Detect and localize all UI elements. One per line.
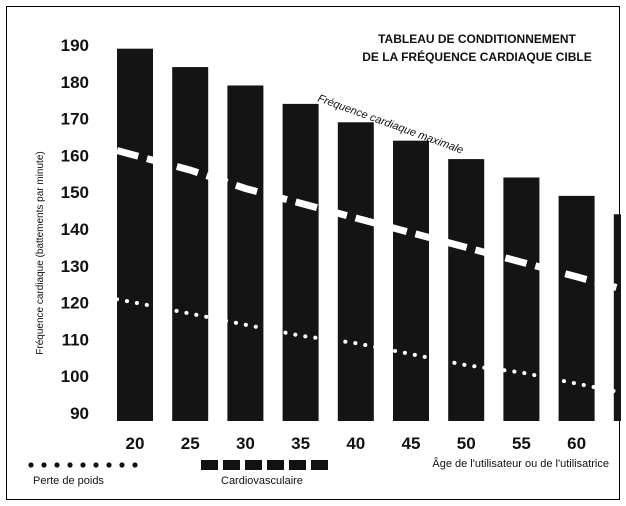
- legend-dash-marker: [201, 460, 218, 470]
- y-tick-label: 90: [70, 404, 89, 423]
- bar: [117, 48, 153, 422]
- x-tick-label: 30: [236, 434, 255, 453]
- legend-dot-marker: [119, 462, 125, 468]
- bars: [117, 48, 621, 422]
- legend-dot-marker: [28, 462, 34, 468]
- y-axis-label: Fréquence cardiaque (battements par minu…: [35, 151, 46, 354]
- chart-frame: TABLEAU DE CONDITIONNEMENT DE LA FRÉQUENC…: [6, 6, 621, 500]
- chart-title: TABLEAU DE CONDITIONNEMENT DE LA FRÉQUENC…: [362, 32, 592, 64]
- chart-title-line: TABLEAU DE CONDITIONNEMENT: [378, 32, 576, 46]
- x-tick-label: 20: [126, 434, 145, 453]
- bar: [337, 122, 374, 421]
- x-tick-label: 35: [291, 434, 310, 453]
- bar: [558, 195, 595, 421]
- legend-dot-marker: [80, 462, 86, 468]
- series-lines: [115, 147, 621, 395]
- y-tick-label: 120: [61, 294, 89, 313]
- x-tick-label: 40: [346, 434, 365, 453]
- series-line-weight-loss: [115, 297, 621, 395]
- y-tick-label: 130: [61, 257, 89, 276]
- bar: [448, 159, 485, 421]
- y-tick-label: 190: [61, 36, 89, 55]
- x-axis-ticks: 20253035404550556065: [126, 434, 587, 453]
- y-axis-ticks: 90 100 110 120 130 140 150 160 170 180 190: [61, 36, 89, 423]
- bar: [613, 214, 621, 421]
- chart-canvas: TABLEAU DE CONDITIONNEMENT DE LA FRÉQUENC…: [28, 32, 621, 470]
- y-tick-label: 170: [61, 110, 89, 129]
- legend-dash-marker: [223, 460, 240, 470]
- legend-dash-marker: [311, 460, 328, 470]
- x-axis-label: Âge de l'utilisateur ou de l'utilisatric…: [432, 457, 609, 470]
- y-tick-label: 180: [61, 73, 89, 92]
- bar: [227, 85, 264, 421]
- x-tick-label: 45: [402, 434, 421, 453]
- y-tick-label: 150: [61, 183, 89, 202]
- bar: [393, 140, 429, 421]
- legend-dot-marker: [41, 462, 47, 468]
- legend-dot-marker: [54, 462, 60, 468]
- bar: [503, 177, 540, 421]
- x-tick-label: 60: [567, 434, 586, 453]
- y-tick-label: 140: [61, 220, 89, 239]
- chart-title-line: DE LA FRÉQUENCE CARDIAQUE CIBLE: [362, 49, 592, 64]
- legend-dot-marker: [132, 462, 138, 468]
- legend: [28, 460, 328, 470]
- series-line-cardio: [116, 147, 621, 293]
- legend-weight-loss-label: Perte de poids: [33, 475, 104, 487]
- legend-dash-marker: [289, 460, 306, 470]
- x-tick-label: 50: [457, 434, 476, 453]
- bar: [282, 103, 319, 421]
- bar: [172, 67, 209, 421]
- x-tick-label: 55: [512, 434, 531, 453]
- legend-cardio-label: Cardiovasculaire: [221, 475, 303, 487]
- legend-dot-marker: [106, 462, 112, 468]
- legend-dash-marker: [267, 460, 284, 470]
- legend-dot-marker: [93, 462, 99, 468]
- y-tick-label: 110: [62, 330, 89, 349]
- x-tick-label: 25: [181, 434, 200, 453]
- legend-dot-marker: [67, 462, 73, 468]
- y-tick-label: 160: [61, 146, 89, 165]
- legend-dash-marker: [245, 460, 262, 470]
- y-tick-label: 100: [61, 367, 89, 386]
